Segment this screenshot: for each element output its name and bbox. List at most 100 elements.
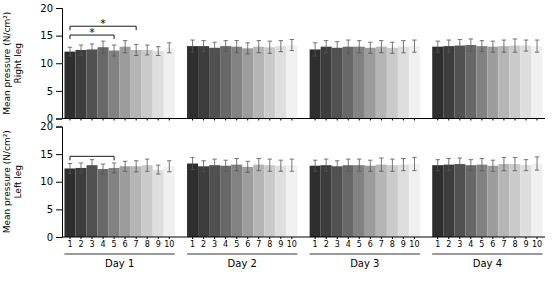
error-bar-segment	[145, 54, 149, 55]
error-bar-segment	[313, 42, 317, 43]
error-bar-segment	[101, 174, 105, 175]
bar	[209, 48, 220, 119]
error-bar	[123, 161, 127, 171]
significance-label: *	[89, 26, 95, 39]
x-tick-mark	[247, 119, 248, 121]
x-tick-mark	[492, 119, 493, 121]
error-bar	[513, 157, 517, 170]
bar	[509, 164, 520, 237]
error-bar-segment	[481, 159, 482, 171]
error-bar-segment	[134, 44, 138, 45]
x-tick-label: 5	[112, 240, 117, 249]
bar	[64, 52, 75, 119]
x-tick-label: 4	[223, 240, 228, 249]
x-tick-mark	[69, 119, 70, 121]
bar	[131, 166, 142, 237]
error-bar	[201, 161, 205, 172]
error-bar-segment	[81, 45, 82, 55]
x-tick-label: 9	[278, 240, 283, 249]
x-tick	[203, 119, 204, 121]
x-tick	[158, 119, 159, 121]
x-tick-label: 8	[145, 240, 150, 249]
error-bar-segment	[447, 170, 451, 171]
x-tick	[414, 119, 415, 121]
bar	[376, 165, 387, 237]
x-tick-label: 6	[123, 240, 128, 249]
x-tick-mark	[348, 119, 349, 121]
error-bar-segment	[68, 47, 72, 48]
error-bar-segment	[156, 174, 160, 175]
x-tick-mark	[392, 119, 393, 121]
error-bar-segment	[290, 50, 294, 51]
x-tick	[125, 119, 126, 121]
x-tick-mark	[448, 119, 449, 121]
bar	[409, 46, 420, 118]
error-bar-segment	[123, 40, 127, 41]
error-bar	[535, 157, 539, 170]
x-tick-label: 4	[346, 240, 351, 249]
y-tick: 10	[40, 176, 62, 187]
group-underline	[187, 254, 297, 255]
error-bar-segment	[192, 157, 193, 169]
error-bar-segment	[290, 39, 294, 40]
error-bar-segment	[359, 41, 360, 53]
error-bar-segment	[524, 159, 528, 160]
error-bar-segment	[335, 41, 339, 42]
error-bar-segment	[414, 157, 415, 170]
y-tick-label: 20	[40, 3, 53, 14]
bar	[365, 166, 376, 237]
error-bar-segment	[535, 170, 539, 171]
error-bar	[324, 41, 328, 53]
x-tick-label: 1	[435, 240, 440, 249]
bar	[142, 50, 153, 119]
error-bar-segment	[81, 163, 82, 173]
y-tick-mark	[56, 119, 62, 120]
error-bar	[491, 41, 495, 52]
x-tick-label: 9	[401, 240, 406, 249]
error-bar-segment	[401, 158, 405, 159]
error-bar-segment	[279, 40, 283, 41]
bar	[520, 165, 531, 237]
error-bar-segment	[514, 39, 515, 52]
bar	[376, 47, 387, 119]
error-bar	[123, 41, 127, 53]
error-bar-segment	[69, 164, 70, 174]
error-bar-segment	[156, 55, 160, 56]
error-bar-segment	[390, 159, 394, 160]
x-tick-label: 3	[212, 240, 217, 249]
error-bar-segment	[92, 160, 93, 171]
error-bar-segment	[392, 159, 393, 171]
x-tick	[392, 119, 393, 121]
bar	[443, 46, 454, 118]
error-bar	[335, 161, 339, 172]
bar	[75, 168, 86, 237]
error-bar	[447, 40, 451, 52]
bar	[64, 168, 75, 237]
bar	[532, 164, 543, 237]
x-tick: 4	[223, 237, 228, 249]
error-bar-segment	[90, 43, 94, 44]
x-tick-label: 7	[379, 240, 384, 249]
bar	[520, 46, 531, 119]
x-axis	[315, 119, 414, 121]
error-bar-segment	[469, 38, 473, 39]
error-bar-segment	[357, 159, 361, 160]
x-tick: 1	[435, 237, 440, 249]
x-axis: 12345678910	[435, 237, 542, 249]
x-tick: 4	[468, 237, 473, 249]
error-bar-segment	[134, 160, 138, 161]
error-bar-segment	[346, 159, 350, 160]
y-axis-title-line: Mean pressure (N/cm²)	[2, 12, 12, 115]
bar	[264, 165, 275, 237]
error-bar-segment	[90, 159, 94, 160]
error-bar	[190, 40, 194, 52]
error-bar	[257, 159, 261, 171]
error-bar-segment	[167, 171, 171, 172]
error-bar-segment	[234, 52, 238, 53]
x-tick: 2	[446, 237, 451, 249]
error-bar	[212, 42, 216, 53]
error-bar	[502, 40, 506, 52]
error-bar	[324, 159, 328, 171]
error-bar	[379, 158, 383, 171]
bar	[286, 45, 297, 118]
